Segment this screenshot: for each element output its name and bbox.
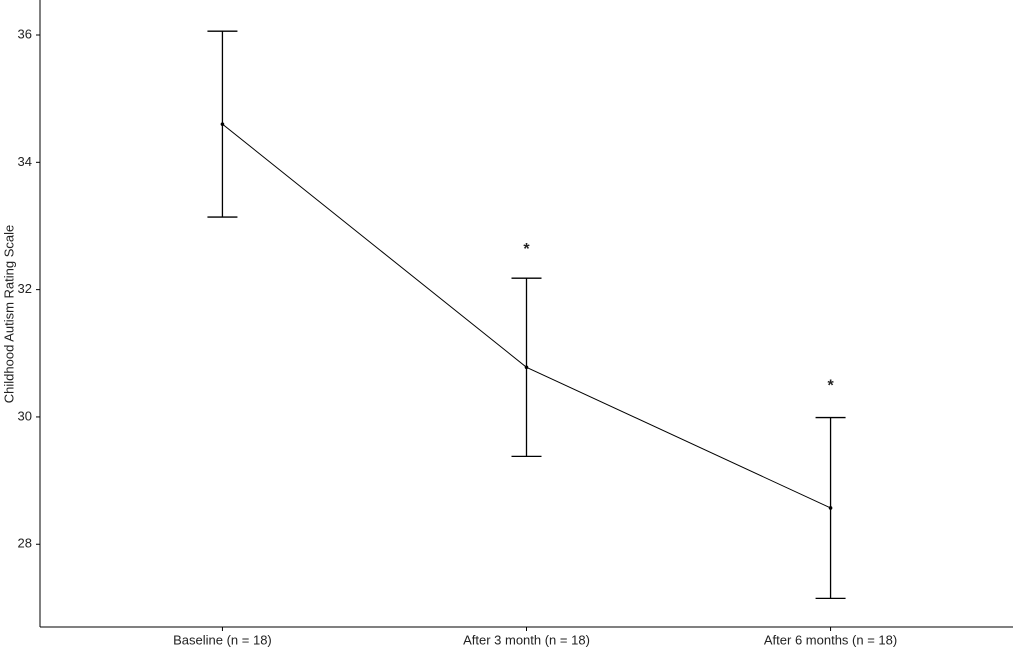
x-tick-label: Baseline (n = 18): [173, 632, 272, 647]
x-tick-label: After 6 months (n = 18): [764, 632, 897, 647]
y-tick-label: 28: [18, 536, 32, 551]
x-tick-label: After 3 month (n = 18): [463, 632, 590, 647]
point: [220, 122, 225, 126]
y-tick-label: 32: [18, 281, 32, 296]
point: [828, 506, 833, 510]
y-tick-label: 34: [18, 154, 32, 169]
point: [524, 365, 529, 370]
y-tick-label: 36: [18, 26, 32, 41]
y-axis-label: Childhood Autism Rating Scale: [1, 225, 16, 404]
y-tick-label: 30: [18, 408, 32, 423]
annotation: *: [523, 241, 530, 258]
annotation: *: [827, 377, 834, 394]
